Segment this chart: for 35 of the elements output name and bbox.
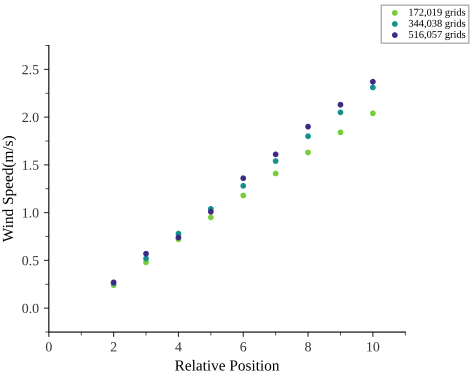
point: [338, 130, 344, 136]
point: [305, 124, 311, 130]
legend-label: 344,038 grids: [408, 20, 466, 29]
point: [370, 78, 376, 85]
y-tick-label: 1.0: [22, 208, 39, 218]
point: [370, 110, 376, 116]
point: [272, 158, 279, 164]
legend-label: 516,057 grids: [408, 30, 466, 40]
point: [305, 150, 311, 156]
x-tick-label: 4: [175, 342, 182, 352]
point: [338, 109, 344, 116]
x-tick-label: 8: [305, 342, 311, 352]
y-tick-label: 0.0: [22, 304, 39, 314]
y-tick-label: 0.5: [22, 256, 39, 266]
x-axis-title: Relative Position: [175, 360, 280, 371]
x-tick-label: 6: [240, 342, 246, 352]
x-tick-label: 10: [367, 342, 380, 352]
point: [240, 175, 246, 182]
point: [240, 183, 246, 189]
point: [143, 250, 149, 257]
legend-label: 172,019 grids: [409, 8, 466, 18]
point: [370, 84, 376, 90]
point: [338, 102, 344, 108]
y-tick-label: 1.5: [22, 160, 39, 170]
point: [240, 192, 246, 198]
y-tick-label: 2.5: [22, 64, 39, 74]
y-axis-title: Wind Speed(m/s): [2, 136, 16, 242]
point: [272, 170, 279, 176]
point: [305, 133, 311, 140]
x-tick-label: 2: [110, 342, 116, 352]
x-tick-label: 0: [46, 342, 52, 352]
point: [208, 214, 214, 220]
y-tick-label: 2.0: [22, 112, 39, 122]
point: [208, 208, 214, 215]
point: [272, 152, 279, 158]
